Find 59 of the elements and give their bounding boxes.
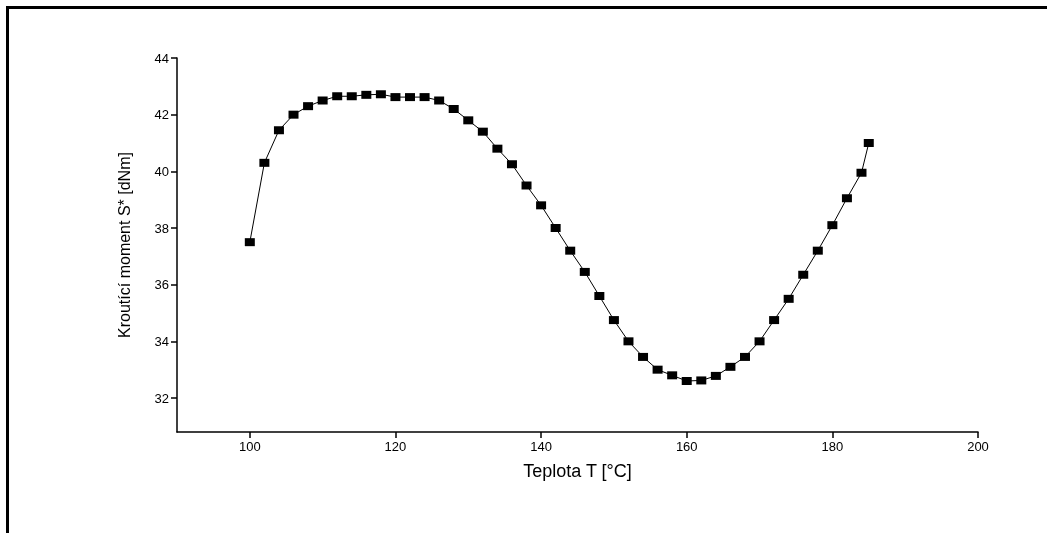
point: [739, 352, 750, 361]
y-tick-label: 32: [154, 390, 169, 406]
point: [798, 270, 809, 279]
point: [812, 246, 823, 255]
y-tick-label: 40: [154, 163, 169, 179]
point: [754, 337, 765, 346]
point: [521, 181, 532, 190]
point: [332, 92, 343, 101]
point: [652, 365, 663, 374]
y-tick-label: 36: [154, 277, 169, 293]
x-tick-label: 160: [675, 439, 698, 454]
point: [579, 267, 590, 276]
y-tick-label: 34: [154, 333, 169, 349]
point: [434, 96, 445, 105]
point: [638, 352, 649, 361]
point: [841, 194, 852, 203]
point: [259, 158, 270, 167]
x-tick-label: 180: [821, 439, 844, 454]
point: [375, 90, 386, 99]
point: [405, 93, 416, 102]
x-axis-title: Teplota T [°C]: [523, 461, 632, 481]
point: [710, 371, 721, 380]
point: [361, 90, 372, 99]
point: [725, 362, 736, 371]
point: [667, 371, 678, 380]
y-axis-title: Kroutící moment S* [dNm]: [115, 152, 133, 338]
point: [244, 238, 255, 247]
point: [565, 246, 576, 255]
point: [303, 102, 314, 111]
x-tick-label: 100: [238, 439, 261, 454]
x-tick-label: 120: [384, 439, 407, 454]
point: [448, 105, 459, 113]
point: [288, 110, 299, 119]
x-tick-label: 200: [967, 439, 989, 454]
point: [623, 337, 634, 346]
y-tick-label: 42: [154, 107, 169, 123]
point: [477, 127, 488, 136]
point: [863, 139, 874, 147]
point: [696, 376, 707, 385]
point: [273, 126, 284, 135]
y-tick-label: 44: [154, 50, 169, 66]
point: [463, 116, 474, 125]
point: [594, 292, 605, 300]
point: [681, 377, 692, 385]
point: [608, 316, 619, 325]
point: [769, 316, 780, 325]
point: [317, 96, 328, 105]
point: [783, 294, 794, 303]
point: [346, 92, 357, 101]
point: [550, 224, 561, 232]
point: [390, 93, 401, 102]
point: [506, 160, 517, 169]
point: [827, 221, 838, 230]
point: [856, 168, 867, 177]
point: [419, 93, 430, 102]
point: [536, 201, 547, 210]
x-tick-label: 140: [530, 439, 552, 454]
point: [492, 144, 503, 153]
y-tick-label: 38: [154, 220, 169, 236]
